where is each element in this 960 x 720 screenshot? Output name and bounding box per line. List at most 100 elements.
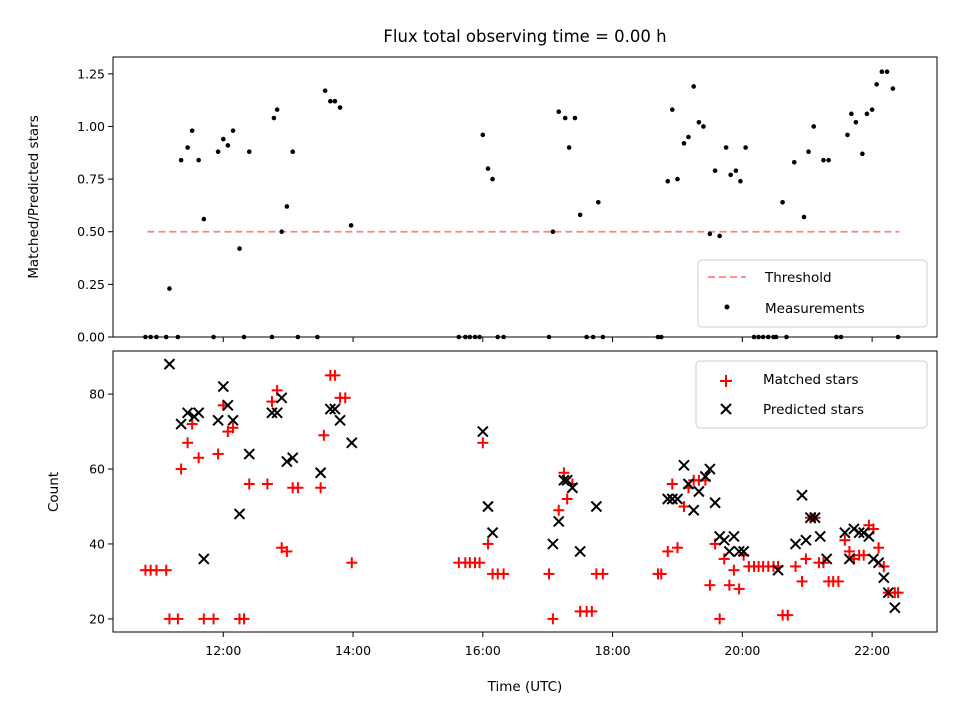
- predicted-star-point: [671, 493, 684, 505]
- measurement-point: [572, 115, 578, 121]
- matched-star-point: [329, 369, 341, 381]
- predicted-star-point: [809, 512, 821, 524]
- matched-star-point: [597, 568, 609, 580]
- predicted-star-point: [882, 586, 895, 599]
- measurement-point: [189, 128, 195, 133]
- matched-star-point: [227, 422, 239, 434]
- matched-legend-swatch: [720, 375, 732, 387]
- predicted-star-point: [843, 553, 856, 565]
- predicted-star-point: [281, 455, 293, 468]
- measurement-point: [284, 204, 290, 209]
- measurement-point: [717, 233, 722, 239]
- matched-star-point: [160, 564, 172, 576]
- measurement-point: [849, 111, 854, 117]
- predicted-star-point: [198, 553, 210, 565]
- matched-star-point: [186, 418, 198, 430]
- matched-star-point: [832, 575, 844, 587]
- measurement-point: [237, 246, 242, 251]
- predicted-star-point: [693, 485, 705, 498]
- predicted-star-point: [275, 392, 288, 404]
- matched-star-point: [678, 500, 690, 512]
- measurement-point: [696, 119, 702, 125]
- matched-star-point: [728, 564, 740, 576]
- x-tick-label: 18:00: [595, 643, 631, 658]
- matched-star-point: [553, 504, 565, 516]
- predicted-star-point: [243, 448, 255, 460]
- predicted-star-point: [590, 500, 603, 513]
- predicted-star-point: [287, 452, 299, 464]
- ratio-y-tick-label: 1.25: [77, 66, 105, 81]
- predicted-star-point: [233, 508, 246, 520]
- predicted-star-point: [733, 545, 745, 558]
- predicted-star-point: [329, 403, 341, 415]
- measurements-legend-swatch: [724, 304, 730, 310]
- predicted-star-point: [728, 530, 740, 543]
- measurements-legend-label: Measurements: [765, 301, 865, 317]
- matched-legend-label: Matched stars: [763, 372, 859, 388]
- measurement-point: [348, 223, 354, 228]
- matched-star-point: [339, 392, 351, 404]
- matched-star-point: [243, 478, 255, 490]
- predicted-star-point: [266, 407, 278, 419]
- ratio-y-tick-label: 1.00: [77, 119, 105, 134]
- matched-star-point: [561, 493, 573, 505]
- threshold-legend-label: Threshold: [764, 270, 832, 286]
- count-legend-box: [695, 360, 928, 429]
- predicted-star-point: [853, 527, 865, 539]
- matched-star-point: [281, 545, 293, 557]
- ratio-y-axis-label: Matched/Predicted stars: [26, 115, 42, 278]
- predicted-star-point: [227, 414, 239, 427]
- predicted-star-point: [566, 482, 579, 494]
- x-tick-label: 16:00: [465, 643, 501, 658]
- matched-star-point: [666, 478, 678, 490]
- chart-title: Flux total observing time = 0.00 h: [383, 27, 666, 46]
- count-y-tick-label: 20: [89, 611, 105, 626]
- matched-star-point: [266, 396, 278, 408]
- matched-star-point: [662, 545, 674, 557]
- matched-star-point: [782, 609, 794, 621]
- x-tick-label: 14:00: [335, 643, 371, 658]
- ratio-axes: 0.00 0.25 0.50 0.75 1.00 1.25 Matched/Predict…: [26, 56, 938, 345]
- predicted-star-point: [718, 534, 730, 546]
- predicted-star-point: [857, 527, 870, 539]
- predicted-star-point: [222, 399, 234, 412]
- matched-star-point: [150, 564, 162, 576]
- ratio-y-tick-label: 0.50: [77, 224, 105, 239]
- ratio-legend: Threshold Measurements: [697, 259, 928, 328]
- predicted-star-point: [804, 512, 817, 524]
- ratio-y-tick-label: 0.00: [77, 330, 105, 345]
- matched-star-point: [892, 587, 904, 599]
- matched-star-point: [543, 568, 555, 580]
- matched-star-point: [198, 613, 210, 625]
- matched-star-point: [315, 482, 327, 494]
- measurement-point: [860, 151, 865, 157]
- measurement-point: [853, 119, 859, 125]
- matched-star-point: [208, 613, 220, 625]
- measurement-point: [201, 216, 207, 222]
- predicted-star-point: [662, 493, 674, 505]
- matched-star-point: [873, 542, 885, 554]
- predicted-star-point: [477, 425, 489, 438]
- measurement-point: [890, 86, 896, 91]
- count-y-tick-label: 80: [89, 387, 105, 402]
- measurement-point: [806, 149, 811, 155]
- predicted-star-point: [814, 530, 826, 543]
- measurement-point: [874, 82, 879, 87]
- matched-star-point: [182, 437, 194, 449]
- measurement-point: [246, 149, 252, 155]
- measurement-point: [884, 69, 890, 75]
- matched-star-point: [477, 437, 489, 449]
- matched-star-point: [843, 545, 855, 557]
- matched-star-point: [839, 534, 851, 546]
- matched-star-point: [704, 579, 716, 591]
- count-y-axis-label: Count: [46, 472, 62, 512]
- measurement-point: [845, 132, 850, 138]
- predicted-star-point: [324, 403, 337, 415]
- measurement-point: [566, 145, 572, 150]
- measurement-point: [791, 159, 797, 165]
- measurement-point: [556, 109, 562, 115]
- predicted-star-point: [789, 538, 802, 550]
- ratio-y-tick-label: 0.25: [77, 277, 105, 292]
- count-y-tick-label: 40: [89, 536, 105, 551]
- measurement-point: [274, 107, 280, 112]
